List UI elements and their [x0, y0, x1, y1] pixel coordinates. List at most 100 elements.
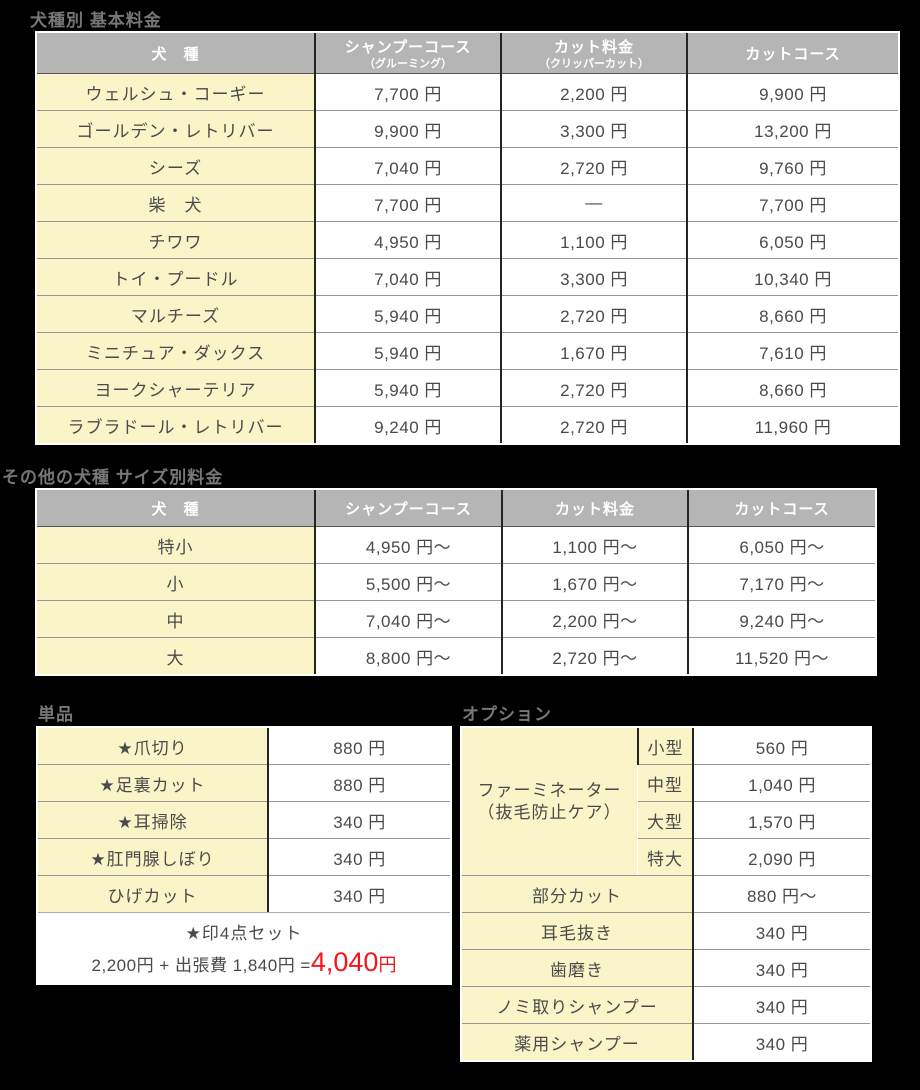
- table-row: 部分カット 880 円〜: [462, 875, 870, 913]
- shampoo-price-cell: 7,040 円: [314, 147, 501, 185]
- table-row: ラブラドール・レトリバー 9,240 円 2,720 円 11,960 円: [37, 406, 898, 443]
- shampoo-price-cell: 7,700 円: [314, 184, 501, 222]
- col-header-cut-fee: カット料金: [501, 490, 688, 527]
- col-header-breed: 犬 種: [37, 490, 315, 527]
- option-price-cell: 340 円: [692, 986, 870, 1024]
- course-price-cell: 9,760 円: [686, 147, 898, 185]
- option-name-cell: ノミ取りシャンプー: [462, 986, 693, 1024]
- col-header-breed: 犬 種: [37, 33, 315, 74]
- star-set-price-note: ★印4点セット 2,200円 + 出張費 1,840円 = 4,040 円: [38, 912, 450, 983]
- shampoo-price-cell: 7,700 円: [314, 73, 501, 111]
- service-price-cell: 340 円: [267, 875, 450, 912]
- course-price-cell: 7,610 円: [686, 332, 898, 370]
- section-title-options: オプション: [462, 705, 552, 724]
- option-price-cell: 1,570 円: [692, 801, 870, 839]
- cut-price-cell: 2,720 円: [500, 406, 687, 443]
- cut-price-cell: 3,300 円: [500, 110, 687, 148]
- cut-price-cell: 2,200 円: [500, 73, 687, 111]
- cut-price-cell: 2,200 円〜: [501, 600, 688, 638]
- option-price-cell: 340 円: [692, 1023, 870, 1060]
- breed-table-header-row: 犬 種 シャンプーコース （グルーミング） カット料金 （クリッパーカット） カ…: [37, 33, 898, 74]
- shampoo-price-cell: 9,900 円: [314, 110, 501, 148]
- course-price-cell: 11,520 円〜: [687, 637, 875, 674]
- breed-name-cell: ウェルシュ・コーギー: [37, 73, 315, 111]
- course-price-cell: 6,050 円: [686, 221, 898, 259]
- service-name-cell: ★耳掃除: [38, 801, 268, 839]
- breed-price-table: 犬 種 シャンプーコース （グルーミング） カット料金 （クリッパーカット） カ…: [35, 31, 900, 445]
- table-row: マルチーズ 5,940 円 2,720 円 8,660 円: [37, 295, 898, 333]
- col-header-shampoo-course: シャンプーコース （グルーミング）: [314, 33, 501, 74]
- section-title-size-pricing: その他の犬種 サイズ別料金: [2, 468, 224, 487]
- table-row: ひげカット 340 円: [38, 875, 450, 912]
- table-row: ★爪切り 880 円: [38, 728, 450, 765]
- table-row: 中 7,040 円〜 2,200 円〜 9,240 円〜: [37, 600, 875, 638]
- table-row: ファーミネーター （抜毛防止ケア） 小型 560 円: [462, 728, 870, 876]
- course-price-cell: 7,170 円〜: [687, 563, 875, 601]
- col-header-shampoo-course: シャンプーコース: [314, 490, 502, 527]
- table-row: 柴 犬 7,700 円 — 7,700 円: [37, 184, 898, 222]
- table-row: ★足裏カット 880 円: [38, 764, 450, 802]
- cut-price-cell: 1,670 円: [500, 332, 687, 370]
- table-row: 大型 1,570 円: [462, 801, 870, 839]
- service-name-cell: ひげカット: [38, 875, 268, 912]
- set-total-unit: 円: [378, 954, 397, 975]
- course-price-cell: 8,660 円: [686, 295, 898, 333]
- service-name-cell: ★爪切り: [38, 728, 268, 765]
- breed-name-cell: 柴 犬: [37, 184, 315, 222]
- cut-price-cell: 1,670 円〜: [501, 563, 688, 601]
- breed-name-cell: トイ・プードル: [37, 258, 315, 296]
- section-title-breed-pricing: 犬種別 基本料金: [30, 11, 162, 30]
- table-row: シーズ 7,040 円 2,720 円 9,760 円: [37, 147, 898, 185]
- breed-name-cell: シーズ: [37, 147, 315, 185]
- course-price-cell: 10,340 円: [686, 258, 898, 296]
- shampoo-price-cell: 9,240 円: [314, 406, 501, 443]
- shampoo-price-cell: 8,800 円〜: [314, 637, 502, 674]
- shampoo-price-cell: 7,040 円〜: [314, 600, 502, 638]
- option-name-cell: 耳毛抜き: [462, 912, 693, 950]
- size-name-cell: 中: [37, 600, 315, 638]
- set-heading: ★印4点セット: [185, 923, 303, 943]
- single-items-table: ★爪切り 880 円 ★足裏カット 880 円 ★耳掃除 340 円 ★肛門腺し…: [36, 726, 452, 985]
- cut-price-cell: 3,300 円: [500, 258, 687, 296]
- dog-size-cell: 大型: [638, 801, 693, 839]
- table-row: ★耳掃除 340 円: [38, 801, 450, 839]
- size-price-table: 犬 種 シャンプーコース カット料金 カットコース 特小 4,950 円〜 1,…: [35, 488, 877, 676]
- table-row: ノミ取りシャンプー 340 円: [462, 986, 870, 1024]
- breed-name-cell: ラブラドール・レトリバー: [37, 406, 315, 443]
- option-price-cell: 1,040 円: [692, 764, 870, 802]
- course-price-cell: 13,200 円: [686, 110, 898, 148]
- option-price-cell: 560 円: [692, 728, 870, 765]
- dog-size-cell: 小型: [637, 728, 693, 765]
- breed-name-cell: マルチーズ: [37, 295, 315, 333]
- col-header-cut-subtitle: （クリッパーカット）: [539, 58, 649, 70]
- option-name-cell: 部分カット: [462, 875, 693, 913]
- cut-price-cell: 1,100 円: [500, 221, 687, 259]
- service-price-cell: 340 円: [267, 838, 450, 876]
- course-price-cell: 8,660 円: [686, 369, 898, 407]
- cut-price-cell: 1,100 円〜: [501, 526, 688, 564]
- col-header-cut-course: カットコース: [687, 490, 875, 527]
- options-table: ファーミネーター （抜毛防止ケア） 小型 560 円 中型 1,040 円 大型…: [460, 726, 872, 1062]
- col-header-cut-course: カットコース: [686, 33, 898, 74]
- shampoo-price-cell: 4,950 円: [314, 221, 501, 259]
- table-row: 耳毛抜き 340 円: [462, 912, 870, 950]
- dog-size-cell: 特大: [638, 838, 693, 876]
- course-price-cell: 6,050 円〜: [687, 526, 875, 564]
- service-price-cell: 880 円: [267, 764, 450, 802]
- table-row: ヨークシャーテリア 5,940 円 2,720 円 8,660 円: [37, 369, 898, 407]
- table-row: ウェルシュ・コーギー 7,700 円 2,200 円 9,900 円: [37, 73, 898, 111]
- cut-price-cell: 2,720 円: [500, 295, 687, 333]
- cut-price-cell: 2,720 円: [500, 369, 687, 407]
- shampoo-price-cell: 5,500 円〜: [314, 563, 502, 601]
- service-name-cell: ★肛門腺しぼり: [38, 838, 268, 876]
- breed-name-cell: ゴールデン・レトリバー: [37, 110, 315, 148]
- table-row: 大 8,800 円〜 2,720 円〜 11,520 円〜: [37, 637, 875, 674]
- shampoo-price-cell: 7,040 円: [314, 258, 501, 296]
- table-row: 特大 2,090 円: [462, 838, 870, 876]
- table-row: ミニチュア・ダックス 5,940 円 1,670 円 7,610 円: [37, 332, 898, 370]
- option-name-cell: 薬用シャンプー: [462, 1023, 693, 1060]
- breed-name-cell: チワワ: [37, 221, 315, 259]
- cut-price-cell: 2,720 円: [500, 147, 687, 185]
- table-row: チワワ 4,950 円 1,100 円 6,050 円: [37, 221, 898, 259]
- service-price-cell: 340 円: [267, 801, 450, 839]
